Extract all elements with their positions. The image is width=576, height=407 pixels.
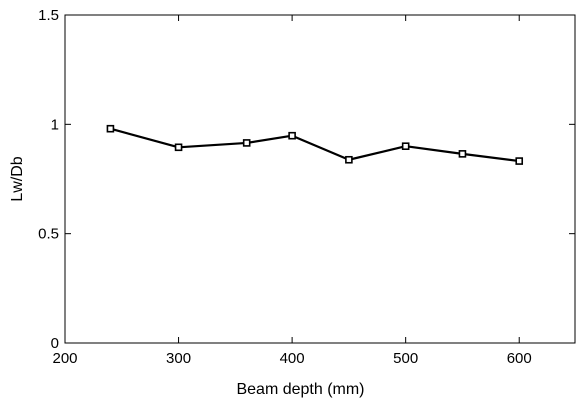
data-point [242,139,251,147]
y-axis-ticks: 0 0.5 1 1.5 [38,7,575,352]
series-line [110,127,520,163]
data-point [288,131,296,140]
series-group [106,124,524,165]
plot-frame [64,14,576,344]
x-tick-label: 300 [166,350,191,367]
y-tick-label: 1.5 [38,7,59,24]
data-point [174,143,183,152]
data-point [458,150,467,158]
x-axis-label: Beam depth (mm) [236,381,364,398]
y-tick-label: 1 [51,116,59,133]
x-tick-label: 600 [507,350,532,367]
x-tick-label: 500 [393,350,418,367]
data-point [106,124,115,133]
y-axis-label: Lw/Db [9,156,26,201]
x-axis-ticks: 200 300 400 500 600 [52,15,532,367]
axes [64,14,576,344]
data-point [345,155,353,164]
x-tick-label: 200 [52,350,77,367]
y-tick-label: 0 [51,335,59,352]
x-tick-label: 400 [280,350,305,367]
data-point [515,157,524,165]
data-point [401,142,410,150]
y-tick-label: 0.5 [38,226,59,243]
